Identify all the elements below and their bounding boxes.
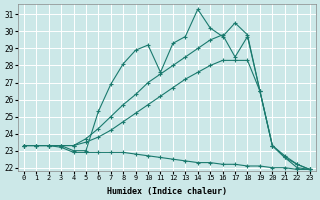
X-axis label: Humidex (Indice chaleur): Humidex (Indice chaleur) bbox=[107, 187, 227, 196]
